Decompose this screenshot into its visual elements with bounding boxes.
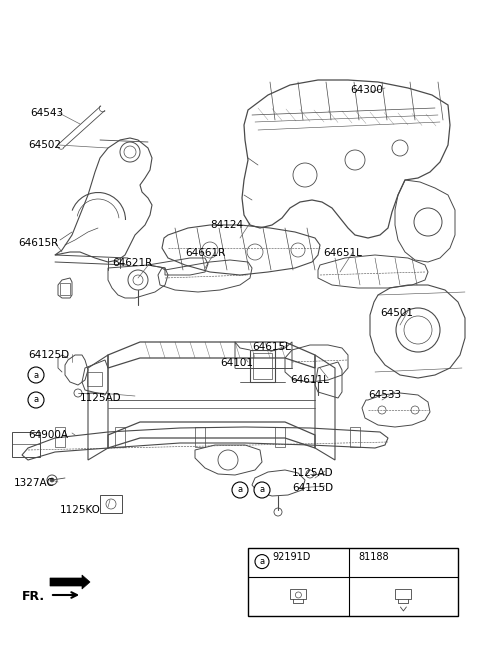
Text: 1125KO: 1125KO — [60, 505, 101, 515]
Text: 64501: 64501 — [380, 308, 413, 318]
Bar — [248, 548, 458, 616]
Text: 64621R: 64621R — [112, 258, 152, 268]
Text: a: a — [259, 485, 264, 494]
Text: a: a — [238, 485, 242, 494]
Bar — [100, 495, 122, 513]
Text: a: a — [259, 557, 264, 566]
Text: 64900A: 64900A — [28, 430, 68, 440]
Bar — [250, 350, 275, 382]
Text: 64615R: 64615R — [18, 238, 58, 248]
Bar — [350, 427, 360, 447]
Text: 64543: 64543 — [30, 108, 63, 118]
Text: 1125AD: 1125AD — [80, 393, 121, 403]
Polygon shape — [50, 575, 90, 589]
Circle shape — [28, 367, 44, 383]
Text: 64115D: 64115D — [292, 483, 333, 493]
Circle shape — [28, 392, 44, 408]
Text: 64300: 64300 — [350, 85, 383, 95]
Text: FR.: FR. — [22, 590, 45, 603]
Bar — [55, 427, 65, 447]
Bar — [253, 353, 272, 379]
Circle shape — [50, 478, 54, 482]
Circle shape — [254, 482, 270, 498]
Text: 92191D: 92191D — [272, 552, 311, 562]
Text: 64533: 64533 — [368, 390, 401, 400]
Bar — [290, 589, 306, 599]
Text: 1327AC: 1327AC — [14, 478, 55, 488]
Text: 64651L: 64651L — [323, 248, 362, 258]
Bar — [60, 283, 70, 295]
Bar — [396, 589, 411, 599]
Text: 84124: 84124 — [210, 220, 243, 230]
Bar — [195, 427, 205, 447]
Text: 64125D: 64125D — [28, 350, 69, 360]
Text: 64615L: 64615L — [252, 342, 291, 352]
Bar — [275, 427, 285, 447]
Text: 64611L: 64611L — [290, 375, 329, 385]
Text: 1125AD: 1125AD — [292, 468, 334, 478]
Bar — [87, 372, 102, 386]
Text: a: a — [34, 396, 38, 405]
Circle shape — [232, 482, 248, 498]
Bar — [12, 432, 40, 457]
Text: 64101: 64101 — [220, 358, 253, 368]
Text: 64502: 64502 — [28, 140, 61, 150]
Text: 81188: 81188 — [359, 552, 389, 562]
Circle shape — [255, 555, 269, 568]
Text: 64661R: 64661R — [185, 248, 225, 258]
Bar — [115, 427, 125, 447]
Text: a: a — [34, 371, 38, 379]
